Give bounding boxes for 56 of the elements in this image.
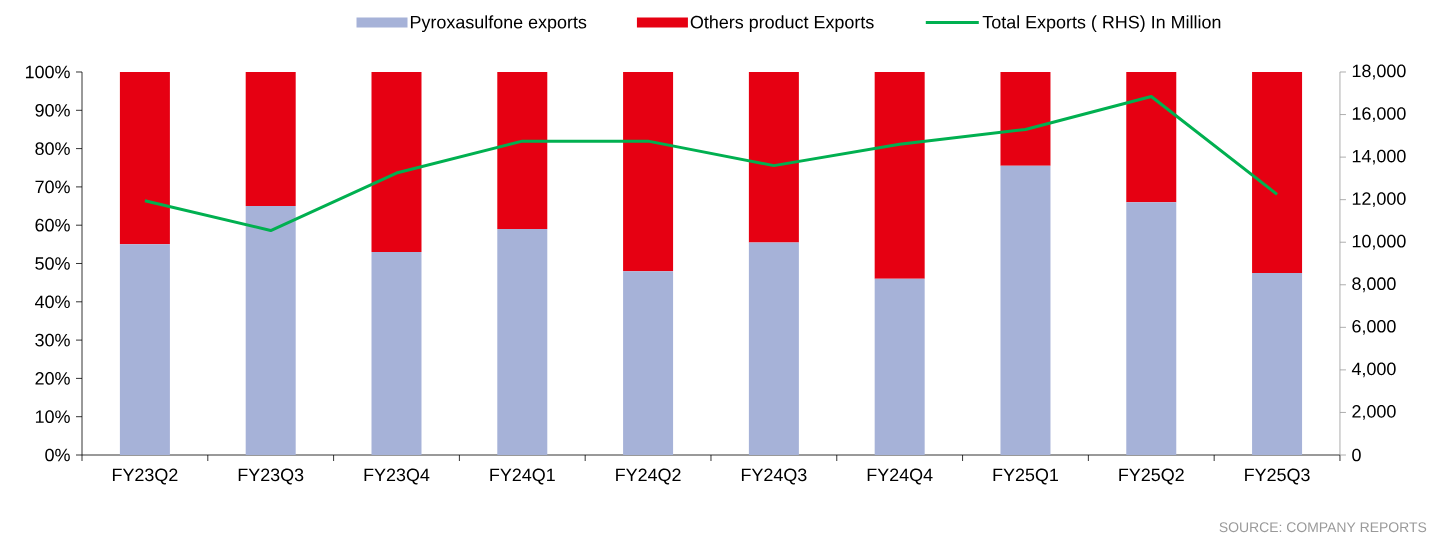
y-tick-label: 70% (35, 180, 70, 194)
y2-tick-label: 2,000 (1352, 405, 1396, 420)
line-series (143, 94, 1279, 233)
bar (119, 244, 170, 455)
y2-tick-label: 14,000 (1352, 149, 1406, 165)
bar (497, 72, 548, 230)
y-tick-label: 40% (34, 295, 70, 309)
bar (371, 252, 422, 455)
y-tick-label: 20% (35, 372, 70, 385)
bar (245, 72, 296, 207)
legend-label: Others product Exports (690, 15, 874, 33)
y2-tick-label: 8,000 (1352, 277, 1396, 293)
bar (371, 72, 422, 253)
y2-tick-label: 6,000 (1352, 319, 1396, 335)
x-tick-label: FY24Q2 (616, 468, 681, 485)
x-tick-label: FY23Q2 (112, 468, 178, 485)
y2-tick-label: 10,000 (1352, 234, 1406, 250)
bar (748, 242, 799, 455)
y2-tick-label: 12,000 (1352, 192, 1406, 208)
x-tick-label: FY24Q1 (490, 468, 555, 485)
y-tick-label: 80% (35, 142, 70, 155)
bar (497, 229, 548, 455)
y-tick-label: 10% (35, 410, 70, 424)
bar (1000, 165, 1051, 455)
y-tick-label: 100% (25, 65, 70, 79)
bar (623, 72, 674, 272)
legend-label: Pyroxasulfone exports (410, 15, 587, 33)
bar (1252, 72, 1303, 274)
source-note: SOURCE: COMPANY REPORTS (1219, 522, 1427, 533)
x-tick-label: FY25Q3 (1245, 468, 1310, 485)
y-tick-label: 30% (35, 333, 70, 347)
x-tick-label: FY25Q1 (993, 468, 1058, 485)
x-tick-label: FY24Q4 (867, 468, 933, 485)
y2-tick-label: 4,000 (1351, 362, 1396, 378)
x-tick-label: FY23Q4 (364, 468, 430, 485)
bar (1252, 273, 1303, 455)
x-tick-label: FY23Q3 (238, 468, 304, 485)
bar (1000, 72, 1051, 166)
y-tick-label: 90% (35, 103, 70, 117)
y-tick-label: 0% (45, 448, 70, 462)
x-tick-label: FY24Q3 (741, 468, 807, 485)
y2-tick-label: 16,000 (1352, 107, 1406, 122)
y-tick-label: 50% (35, 257, 70, 270)
bar (1126, 72, 1177, 203)
bar (1126, 202, 1177, 455)
bar (874, 278, 925, 455)
legend-label: Total Exports ( RHS) In Million (982, 15, 1221, 33)
x-tick-label: FY25Q2 (1119, 468, 1184, 485)
bar (874, 72, 925, 279)
bar (245, 206, 296, 455)
bar (748, 72, 799, 243)
y-tick-label: 60% (35, 218, 70, 232)
bar (623, 271, 674, 455)
bar (119, 72, 170, 245)
y2-tick-label: 0 (1352, 448, 1361, 462)
y2-tick-label: 18,000 (1352, 64, 1406, 80)
